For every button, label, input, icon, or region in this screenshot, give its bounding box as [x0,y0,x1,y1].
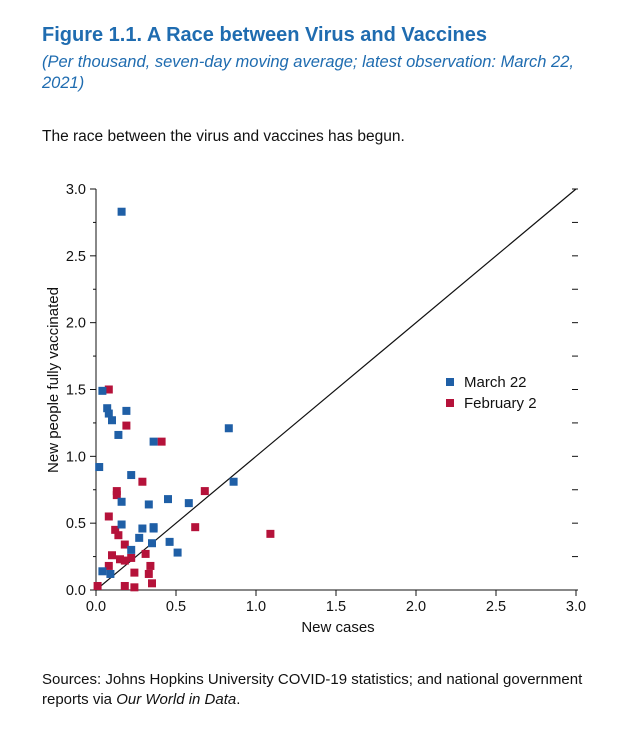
sources-italic: Our World in Data [116,690,237,708]
point-february-2 [148,579,156,588]
figure-subtitle: (Per thousand, seven-day moving average;… [42,53,574,92]
y-axis-ticks: 0.0 0.5 1.0 1.5 2.0 2.5 3.0 [66,182,578,599]
point-february-2 [108,551,116,560]
point-february-2 [138,477,147,486]
point-february-2 [104,561,113,570]
point-march-22 [127,471,136,480]
legend-label-march-22: March 22 [464,374,527,391]
point-march-22 [127,545,136,554]
x-tick-label: 2.0 [406,599,426,615]
point-february-2 [104,385,113,394]
point-march-22 [184,499,193,508]
point-march-22 [164,495,172,504]
point-march-22 [117,520,126,529]
point-march-22 [117,497,126,506]
point-march-22 [117,207,126,216]
y-axis-title: New people fully vaccinated [45,287,62,473]
figure-caption: The race between the virus and vaccines … [42,128,405,145]
point-february-2 [122,421,131,430]
data-points [93,207,275,592]
point-february-2 [120,540,129,549]
point-february-2 [116,555,124,564]
point-march-22 [138,524,147,533]
chart-legend: March 22 February 2 [446,374,537,412]
point-march-22 [144,500,153,509]
point-february-2 [112,487,121,496]
y-tick-label: 1.0 [66,449,86,465]
point-february-2 [200,487,209,496]
point-march-22 [148,539,156,548]
point-february-2 [120,556,129,565]
x-tick-label: 1.5 [326,599,346,615]
point-february-2 [112,491,121,500]
point-february-2 [111,525,120,534]
x-axis-title: New cases [301,619,374,636]
point-march-22 [104,409,113,418]
point-march-22 [122,406,131,415]
point-march-22 [135,533,144,542]
legend-swatch-march-22 [446,378,454,386]
point-march-22 [108,416,116,425]
point-february-2 [130,583,139,592]
point-march-22 [173,548,182,557]
point-february-2 [141,549,150,558]
reference-45-degree-line [95,188,577,591]
point-march-22 [98,386,107,395]
x-tick-label: 2.5 [486,599,506,615]
y-tick-label: 2.5 [66,249,86,265]
legend-label-february-2: February 2 [464,395,537,412]
x-tick-label: 0.5 [166,599,186,615]
point-february-2 [127,553,136,562]
legend-swatch-february-2 [446,399,454,407]
sources-prefix: Sources: Johns Hopkins University COVID-… [42,671,583,708]
sources-note: Sources: Johns Hopkins University COVID-… [42,670,602,709]
sources-suffix: . [236,690,241,708]
figure-title: Figure 1.1. A Race between Virus and Vac… [42,24,487,46]
point-march-22 [114,430,123,439]
point-february-2 [191,523,200,532]
point-march-22 [103,404,112,413]
x-tick-label: 3.0 [566,599,586,615]
point-march-22 [98,567,107,576]
point-february-2 [146,561,155,570]
point-february-2 [144,569,153,578]
point-march-22 [149,523,158,532]
point-february-2 [266,529,275,538]
point-february-2 [120,581,129,590]
point-february-2 [104,512,113,521]
point-march-22 [165,537,174,546]
point-february-2 [130,568,139,577]
point-march-22 [106,569,115,578]
point-february-2 [114,531,123,540]
y-tick-label: 2.0 [66,316,86,332]
x-tick-label: 0.0 [86,599,106,615]
y-tick-label: 0.0 [66,583,86,599]
point-march-22 [229,477,238,486]
point-march-22 [149,437,158,446]
x-axis-ticks: 0.0 0.5 1.0 1.5 2.0 2.5 3.0 [86,590,586,615]
point-march-22 [224,424,233,433]
point-february-2 [93,581,102,590]
y-tick-label: 0.5 [66,516,86,532]
x-tick-label: 1.0 [246,599,266,615]
y-tick-label: 1.5 [66,383,86,399]
y-tick-label: 3.0 [66,182,86,198]
point-february-2 [157,437,166,446]
point-march-22 [95,463,104,472]
